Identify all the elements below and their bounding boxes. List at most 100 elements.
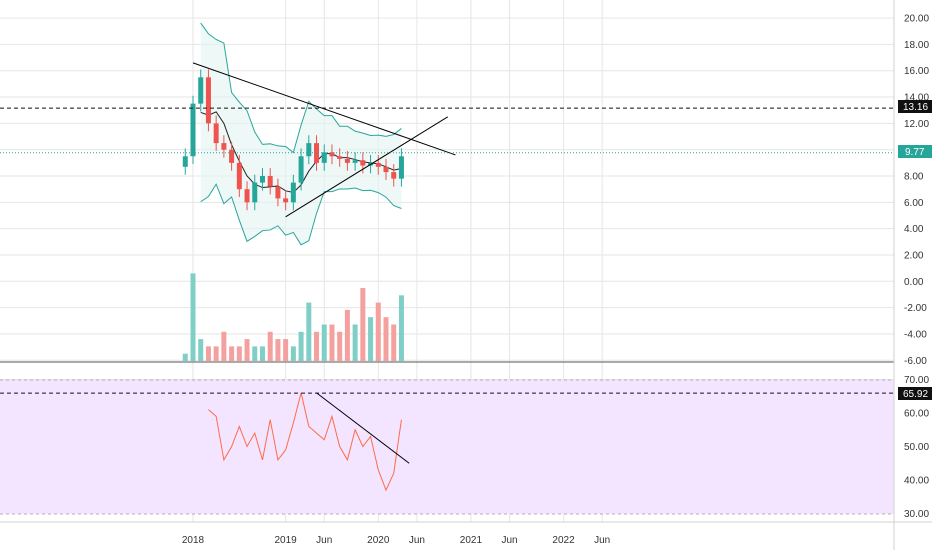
volume-bar	[398, 295, 404, 361]
rsi-tick-label: 50.00	[904, 442, 929, 453]
candle-body	[252, 182, 258, 203]
candle-body	[290, 182, 296, 203]
volume-bar	[213, 346, 219, 361]
badge-rsi-level-text: 65.92	[903, 389, 928, 400]
badge-last-price[interactable]: 9.77	[898, 145, 932, 158]
candle-body	[337, 156, 343, 159]
candle-body	[205, 77, 211, 124]
candle-body	[344, 158, 350, 163]
price-tick-label: 8.00	[904, 172, 924, 183]
volume-bar	[383, 317, 389, 361]
rsi-band-fill	[0, 380, 894, 514]
price-tick-label: 4.00	[904, 224, 924, 235]
volume-bar	[337, 331, 343, 361]
price-axis[interactable]: 20.0018.0016.0014.0012.0010.008.006.004.…	[904, 14, 929, 520]
candle-body	[321, 152, 327, 163]
price-tick-label: 18.00	[904, 40, 929, 51]
rsi-tick-label: 40.00	[904, 476, 929, 487]
time-tick-label: Jun	[594, 535, 610, 546]
candle-body	[198, 77, 204, 104]
volume-bar	[298, 331, 304, 361]
badge-last-price-text: 9.77	[905, 147, 925, 158]
badge-rsi-level[interactable]: 65.92	[898, 387, 932, 400]
volume-bar	[391, 324, 397, 361]
candle-body	[298, 156, 304, 183]
time-tick-label: Jun	[409, 535, 425, 546]
price-tick-label: -4.00	[904, 329, 927, 340]
time-tick-label: 2020	[367, 535, 390, 546]
rsi-tick-label: 70.00	[904, 375, 929, 386]
price-tick-label: 12.00	[904, 119, 929, 130]
volume-bar	[344, 309, 350, 361]
volume-bar	[368, 317, 374, 361]
volume-bar	[290, 346, 296, 361]
rsi-line	[208, 392, 402, 492]
volume-bar	[182, 353, 188, 361]
volume-bar	[275, 339, 281, 361]
volume-bar	[283, 339, 289, 361]
price-tick-label: 14.00	[904, 93, 929, 104]
candle-body	[229, 149, 235, 163]
badge-resistance[interactable]: 13.16	[898, 100, 932, 113]
candle-body	[267, 176, 273, 187]
candle-body	[190, 103, 196, 157]
volume-bar	[221, 331, 227, 361]
candle-body	[329, 152, 335, 157]
rsi-series	[208, 392, 410, 492]
candle-body	[283, 198, 289, 203]
candle-body	[236, 162, 242, 190]
volume-bar	[205, 346, 211, 361]
candle-body	[360, 160, 366, 166]
candle-body	[398, 156, 404, 179]
volume-bar	[252, 346, 258, 361]
time-tick-label: Jun	[501, 535, 517, 546]
volume-bar	[244, 339, 250, 361]
time-tick-label: 2022	[552, 535, 575, 546]
rsi-tick-label: 30.00	[904, 509, 929, 520]
bb-lower	[200, 183, 402, 246]
volume-bar	[190, 273, 196, 361]
rsi-trendline	[316, 392, 410, 464]
volume-bar	[329, 324, 335, 361]
candle-body	[221, 143, 227, 150]
volume-bar	[259, 346, 265, 361]
rsi-tick-label: 60.00	[904, 409, 929, 420]
time-tick-label: 2019	[275, 535, 298, 546]
volume-bars	[182, 273, 404, 361]
badge-resistance-text: 13.16	[903, 102, 928, 113]
candle-body	[391, 172, 397, 179]
volume-bar	[267, 331, 273, 361]
price-tick-label: 20.00	[904, 14, 929, 25]
candle-body	[213, 123, 219, 144]
price-tick-label: 16.00	[904, 66, 929, 77]
horizontal-levels	[0, 107, 894, 394]
price-tick-label: 6.00	[904, 198, 924, 209]
bb-upper	[200, 22, 402, 154]
volume-bar	[375, 302, 381, 361]
volume-bar	[360, 288, 366, 361]
volume-bar	[198, 339, 204, 361]
time-tick-label: 2018	[182, 535, 205, 546]
time-tick-label: Jun	[316, 535, 332, 546]
trendlines	[192, 62, 456, 218]
time-tick-label: 2021	[460, 535, 483, 546]
bollinger-bands	[200, 22, 402, 246]
volume-bar	[306, 302, 312, 361]
volume-bar	[314, 331, 320, 361]
price-tick-label: 2.00	[904, 250, 924, 261]
volume-bar	[236, 346, 242, 361]
volume-bar	[229, 346, 235, 361]
candle-body	[314, 143, 320, 163]
price-tick-label: -2.00	[904, 303, 927, 314]
candle-body	[182, 156, 188, 167]
candle-body	[259, 176, 265, 183]
candle-body	[375, 162, 381, 167]
price-tick-label: -6.00	[904, 356, 927, 367]
time-axis[interactable]: 2018 2019 Jun 2020 Jun 2021 Jun 2022 Jun	[182, 535, 610, 546]
candle-body	[244, 189, 250, 203]
volume-bar	[321, 324, 327, 361]
candle-body	[275, 186, 281, 199]
price-tick-label: 0.00	[904, 277, 924, 288]
